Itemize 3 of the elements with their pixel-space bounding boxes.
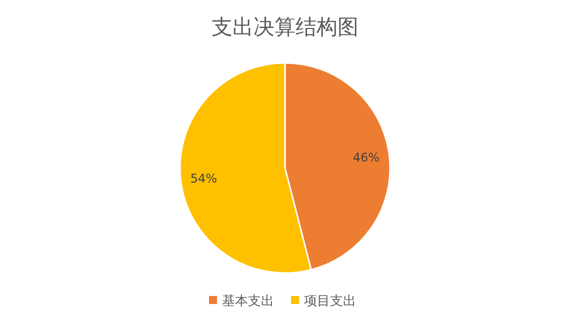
legend-label: 基本支出 — [222, 294, 274, 309]
legend-label: 项目支出 — [304, 294, 356, 309]
title: 支出决算结构图 — [212, 15, 358, 39]
